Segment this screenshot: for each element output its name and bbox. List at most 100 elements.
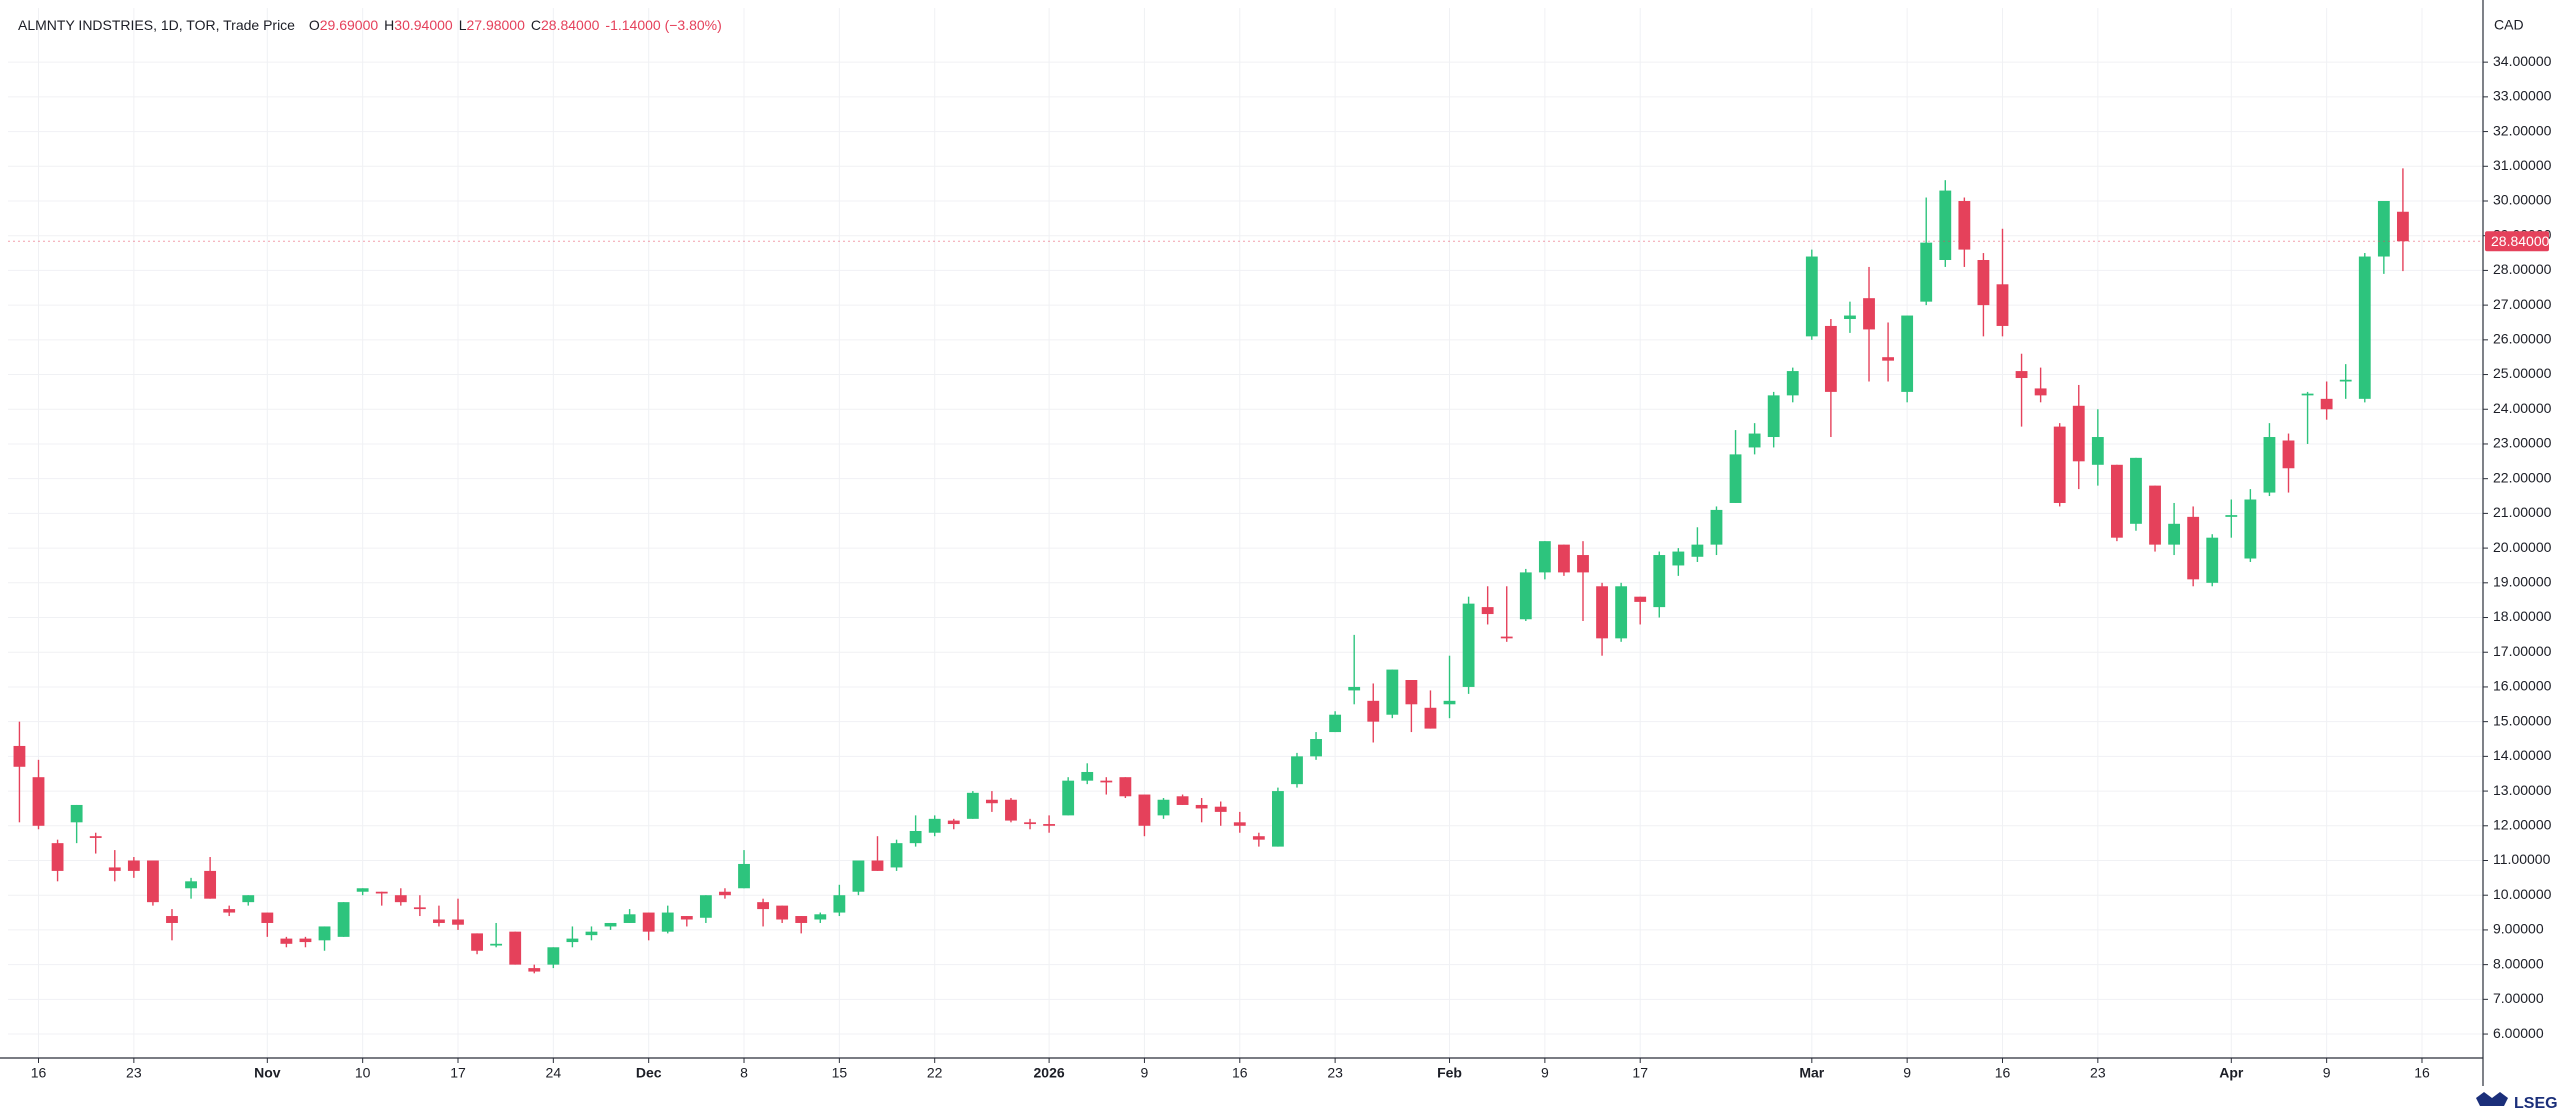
y-tick-label: 8.00000: [2493, 955, 2544, 971]
candle-body: [1005, 799, 1017, 821]
candle-body: [2187, 516, 2200, 580]
candle-body: [2358, 256, 2371, 399]
candle-body: [2244, 499, 2257, 559]
candle-body: [795, 916, 808, 923]
candle-body: [1500, 636, 1513, 639]
candle-body: [2149, 485, 2161, 545]
candle-body: [947, 820, 960, 825]
y-tick-label: 25.00000: [2493, 365, 2552, 381]
candle-body: [1424, 707, 1437, 729]
candle-body: [1672, 551, 1685, 566]
candle-body: [394, 895, 407, 903]
candle-body: [1653, 555, 1666, 608]
grid: [8, 8, 2483, 1058]
candle-body: [757, 902, 769, 910]
x-tick-label: Nov: [254, 1065, 281, 1081]
candle-body: [966, 792, 979, 819]
legend-key: H: [384, 17, 394, 33]
candle-body: [528, 968, 541, 972]
legend-value: 30.94000: [394, 17, 453, 33]
candle-body: [1786, 371, 1799, 396]
x-tick-label: 2026: [1034, 1065, 1065, 1081]
legend-key: O: [309, 17, 320, 33]
candle-body: [32, 777, 45, 826]
candle-body: [127, 860, 140, 871]
y-tick-label: 19.00000: [2493, 574, 2552, 590]
x-tick-label: 10: [355, 1065, 371, 1081]
candle-body: [1367, 700, 1380, 722]
candle-body: [2377, 200, 2390, 257]
y-tick-label: 6.00000: [2493, 1025, 2544, 1041]
candle-body: [337, 902, 350, 937]
x-tick-label: 17: [1632, 1065, 1648, 1081]
x-tick-label: Apr: [2219, 1065, 2244, 1081]
candle-body: [1176, 796, 1189, 805]
candle-body: [89, 836, 102, 838]
candle-body: [1691, 544, 1704, 557]
candle-body: [1214, 806, 1227, 812]
legend-symbol: ALMNTY INDSTRIES, 1D, TOR, Trade Price: [18, 17, 295, 33]
x-tick-label: 17: [450, 1065, 466, 1081]
candle-body: [1901, 315, 1914, 392]
candle-body: [2282, 440, 2295, 469]
x-tick-label: 22: [927, 1065, 943, 1081]
candle-body: [1577, 555, 1589, 573]
candle-body: [1996, 284, 2009, 326]
candle-body: [1157, 799, 1170, 816]
candle-body: [1481, 607, 1494, 615]
y-tick-label: 27.00000: [2493, 296, 2552, 312]
candle-body: [1824, 325, 1837, 392]
y-tick-label: 10.00000: [2493, 886, 2552, 902]
y-tick-label: 30.00000: [2493, 192, 2552, 208]
x-tick-label: 16: [31, 1065, 47, 1081]
candle-body: [2225, 515, 2238, 517]
candle-body: [1386, 669, 1399, 715]
candle-body: [1710, 509, 1723, 545]
x-tick-label: Feb: [1437, 1065, 1462, 1081]
candle-body: [1920, 242, 1933, 302]
candle-body: [242, 895, 255, 903]
candle-body: [1443, 700, 1456, 705]
y-tick-label: 28.00000: [2493, 261, 2552, 277]
x-tick-label: Mar: [1799, 1065, 1824, 1081]
candles: [13, 168, 2409, 974]
x-tick-label: 23: [126, 1065, 142, 1081]
candle-body: [1252, 836, 1265, 840]
candle-body: [1233, 822, 1246, 826]
candle-body: [1805, 256, 1818, 337]
candle-body: [833, 895, 846, 913]
candle-body: [375, 891, 388, 894]
x-tick-label: 23: [1327, 1065, 1343, 1081]
candle-body: [871, 860, 884, 871]
candle-body: [642, 912, 655, 932]
y-tick-label: 16.00000: [2493, 678, 2552, 694]
x-tick-label: Dec: [636, 1065, 662, 1081]
candle-body: [909, 830, 922, 844]
candle-body: [2263, 437, 2276, 493]
candle-body: [1958, 200, 1971, 250]
y-tick-label: 9.00000: [2493, 921, 2544, 937]
y-tick-label: 26.00000: [2493, 331, 2552, 347]
candle-body: [776, 905, 789, 920]
candle-body: [1405, 680, 1418, 705]
candle-body: [204, 870, 217, 899]
candle-body: [1615, 586, 1628, 639]
candle-body: [356, 888, 369, 892]
candle-body: [604, 922, 617, 927]
candle-body: [1538, 541, 1551, 573]
legend-value: 27.98000: [466, 17, 525, 33]
x-tick-label: 9: [1141, 1065, 1149, 1081]
candle-body: [1062, 780, 1075, 816]
candle-body: [2110, 464, 2123, 538]
y-tick-label: 15.00000: [2493, 712, 2552, 728]
y-tick-label: 14.00000: [2493, 747, 2552, 763]
candle-body: [661, 912, 674, 932]
y-tick-label: 22.00000: [2493, 469, 2552, 485]
legend-key: C: [531, 17, 541, 33]
candle-body: [51, 843, 64, 871]
x-tick-label: 9: [1541, 1065, 1549, 1081]
candle-body: [1291, 756, 1303, 785]
y-tick-label: 11.00000: [2493, 851, 2551, 867]
candle-body: [2091, 437, 2104, 465]
